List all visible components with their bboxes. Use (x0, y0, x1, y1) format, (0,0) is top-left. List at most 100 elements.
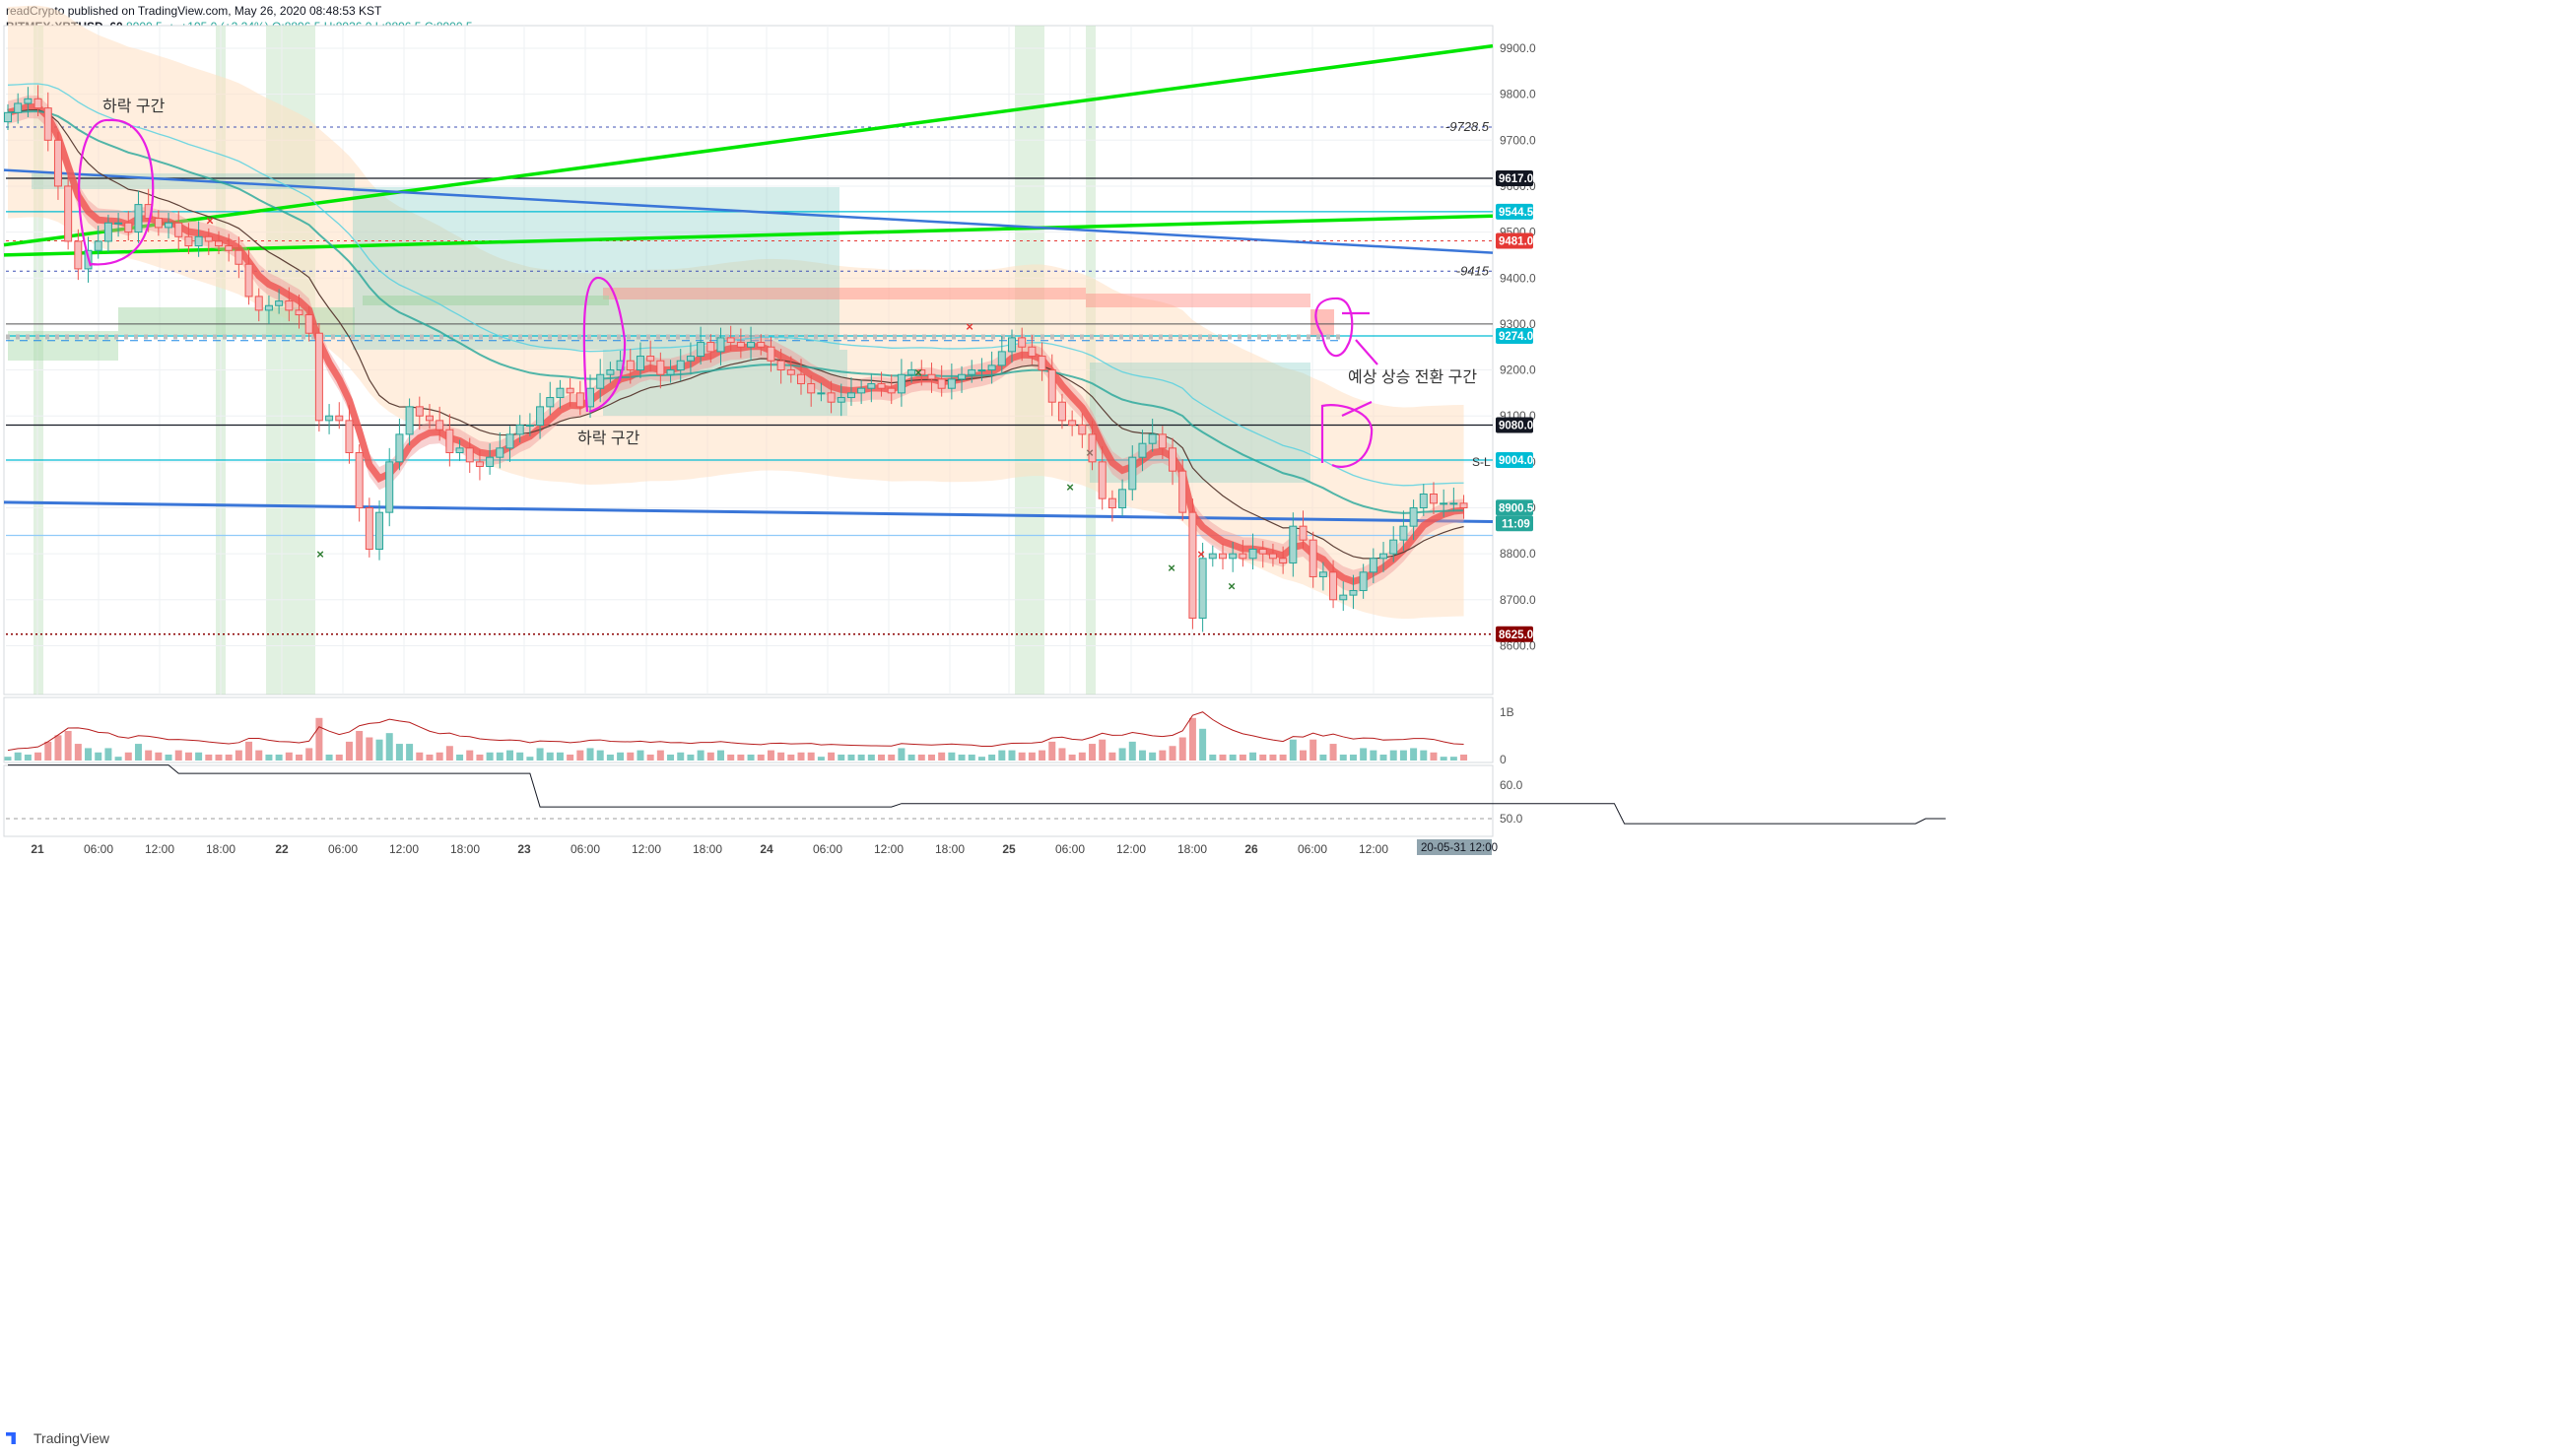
candle-body (697, 342, 705, 358)
volume-bar (948, 752, 956, 761)
candle-body (716, 337, 725, 353)
volume-bar (385, 733, 393, 761)
annotation-text: 하락 구간 (577, 430, 640, 447)
volume-bar (687, 754, 695, 761)
resistance-bar-3 (1310, 309, 1334, 337)
candle-body (275, 300, 284, 306)
price-badge (1496, 232, 1533, 249)
volume-bar (797, 752, 805, 761)
x-tick-label: 25 (1002, 842, 1016, 856)
candle-body (94, 240, 102, 251)
volume-bar (617, 752, 625, 761)
volume-bar (1078, 752, 1086, 761)
volume-bar (225, 754, 233, 761)
volume-bar (727, 754, 735, 761)
candle-body (436, 420, 444, 430)
volume-bar (406, 744, 414, 761)
candle-body (1279, 558, 1288, 563)
annotation-text: 예상 상승 전환 구간 (1348, 368, 1477, 386)
volume-bar (1068, 754, 1076, 761)
candle-body (34, 98, 42, 109)
candle-body (1057, 401, 1066, 422)
candle-body (1440, 502, 1448, 505)
volume-bar (968, 754, 975, 761)
volume-bar (1118, 748, 1126, 761)
volume-bar (1370, 750, 1377, 761)
volume-bar (104, 748, 112, 761)
volume-bar (807, 752, 815, 761)
candle-body (1229, 553, 1238, 560)
candle-body (355, 452, 364, 508)
candle-body (204, 235, 213, 242)
volume-bar (1360, 748, 1368, 761)
volume-bar (567, 754, 574, 761)
volume-bar (988, 754, 996, 761)
volume-tick-label: 1B (1500, 705, 1514, 719)
candle-body (254, 296, 263, 311)
volume-bar (265, 754, 273, 761)
candle-body (285, 300, 294, 311)
volume-bar (325, 754, 333, 761)
candle-body (174, 222, 183, 237)
candle-body (606, 369, 615, 375)
volume-bar (1169, 746, 1176, 761)
volume-bar (34, 752, 42, 761)
volume-bar (1039, 750, 1046, 761)
candle-body (1248, 548, 1257, 560)
volume-bar (1149, 752, 1157, 761)
x-tick-label: 12:00 (145, 842, 174, 856)
volume-bar (155, 752, 163, 761)
y-tick-label: 8800.0 (1500, 547, 1536, 561)
volume-bar (1300, 750, 1308, 761)
candle-body (977, 369, 986, 372)
volume-ma (7, 711, 1464, 752)
candle-body (235, 249, 243, 265)
candle-body (295, 309, 303, 316)
volume-bar (1048, 741, 1056, 761)
x-tick-label: 06:00 (1055, 842, 1085, 856)
candle-body (907, 369, 916, 375)
volume-bar (235, 750, 242, 761)
volume-bar (1449, 757, 1457, 761)
candle-body (1349, 589, 1358, 596)
annotation-text: S-L (1472, 455, 1491, 469)
volume-bar (1188, 717, 1196, 761)
volume-bar (1460, 754, 1468, 761)
candle-body (897, 373, 906, 394)
price-badge-text: 8625.0 (1499, 629, 1533, 641)
candle-body (486, 456, 495, 468)
volume-bar (1028, 752, 1036, 761)
x-tick-label: 24 (760, 842, 773, 856)
volume-bar (927, 754, 935, 761)
volume-bar (85, 748, 93, 761)
candle-body (857, 387, 866, 394)
x-tick-label: 18:00 (693, 842, 722, 856)
volume-bar (977, 757, 985, 761)
indicator-line (8, 764, 1946, 825)
candle-body (1318, 571, 1327, 577)
candle-body (1289, 525, 1298, 563)
volume-bar (1440, 757, 1447, 761)
zone-box-0 (353, 187, 839, 350)
volume-bar (1239, 754, 1246, 761)
volume-bar (1389, 750, 1397, 761)
x-tick-label: 06:00 (1298, 842, 1327, 856)
indicator-tick-label: 50.0 (1500, 812, 1523, 826)
candle-body (425, 415, 434, 422)
candle-body (767, 346, 775, 362)
candle-body (214, 240, 223, 247)
volume-bar (375, 739, 383, 761)
volume-bar (1058, 748, 1066, 761)
candle-body (314, 332, 323, 422)
candle-body (867, 383, 876, 389)
volume-bar (74, 744, 82, 761)
slow-ma (7, 110, 1464, 514)
volume-bar (556, 752, 564, 761)
volume-bar (124, 752, 132, 761)
volume-bar (596, 750, 604, 761)
price-badge (1496, 451, 1533, 468)
tradingview-logo-icon (6, 1432, 16, 1444)
price-badge (1496, 170, 1533, 187)
candle-body (1299, 525, 1308, 541)
